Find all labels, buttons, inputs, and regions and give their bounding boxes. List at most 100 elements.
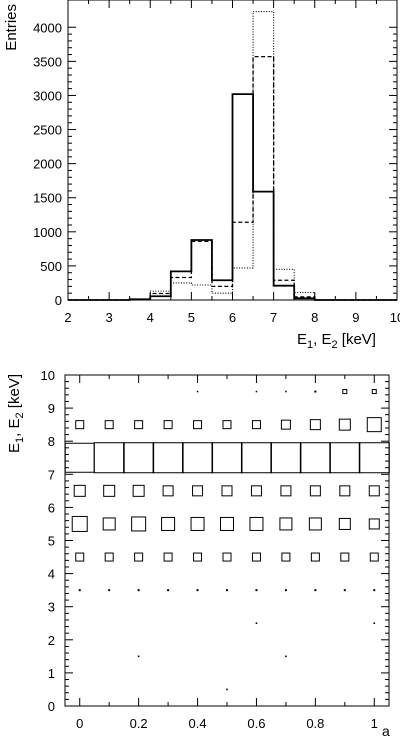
bin-box (64, 442, 95, 473)
bin-box (308, 517, 322, 531)
x-tick-label: 8 (311, 310, 318, 325)
bin-box (309, 419, 321, 431)
y-tick-label: 6 (48, 500, 55, 515)
bin-box (280, 419, 291, 430)
bin-dot (285, 655, 287, 658)
bin-box (299, 442, 331, 474)
bin-box (368, 518, 380, 530)
y-tick-label: 10 (41, 368, 55, 383)
x-tick-label: 7 (270, 310, 277, 325)
bin-box (251, 420, 261, 430)
y-tick-label: 2 (48, 633, 55, 648)
bin-box (251, 552, 261, 562)
bin-dot (343, 589, 346, 592)
bin-dot (284, 589, 287, 592)
bin-dot (108, 589, 111, 592)
bin-box (182, 442, 214, 474)
bin-box (220, 516, 234, 531)
y-tick-label: 3 (48, 600, 55, 615)
bin-box (338, 517, 351, 530)
y-tick-label: 7 (48, 467, 55, 482)
bin-box (211, 442, 243, 474)
bin-dot (314, 390, 317, 393)
bin-dot (226, 688, 228, 691)
bin-dot (137, 655, 140, 658)
bin-dot (255, 390, 258, 393)
histogram-panel: 0 500 1000 1500 2000 2500 3000 3500 4000 2 3 4 5 6 7 8… (3, 0, 400, 351)
bin-box (102, 517, 116, 531)
x-tick-label: 3 (106, 310, 113, 325)
histogram-x-axis: 2 3 4 5 6 7 8 9 10 (64, 0, 400, 325)
bin-dot (255, 589, 258, 592)
x-tick-label: 0 (76, 716, 83, 731)
bin-box (221, 485, 233, 497)
bin-box (280, 485, 292, 497)
bin-box (338, 418, 351, 431)
bin-dot (285, 390, 287, 393)
y-tick-label: 0 (55, 293, 62, 308)
bin-box (192, 485, 204, 497)
bin-dot (226, 589, 228, 592)
y-tick-label: 4000 (33, 20, 62, 35)
bin-box (368, 485, 380, 497)
histogram-x-axis-title: E1, E2 [keV] (297, 331, 376, 351)
bin-box (222, 552, 232, 562)
bin-box (193, 552, 203, 562)
bin-dot (373, 589, 376, 592)
bin-dot (373, 622, 376, 625)
bin-box (270, 442, 302, 474)
bin-box (250, 485, 262, 497)
bin-dot (167, 589, 170, 592)
bin-box (104, 420, 114, 430)
bin-dot (78, 589, 81, 592)
x-tick-label: 6 (229, 310, 236, 325)
x-tick-label: 0.2 (130, 716, 148, 731)
x-tick-label: 0.6 (247, 716, 265, 731)
y-tick-label: 0 (48, 699, 55, 714)
bin-box (222, 420, 232, 430)
box-plot-cells (64, 389, 390, 691)
bin-box (131, 516, 147, 532)
bin-box (369, 552, 379, 562)
bin-box (193, 420, 203, 430)
histogram-y-axis-title: Entries (3, 4, 20, 51)
bin-box (310, 552, 320, 562)
bin-box (93, 442, 125, 474)
x-tick-label: 10 (390, 310, 400, 325)
x-tick-label: 5 (188, 310, 195, 325)
bin-box (279, 517, 293, 531)
x-tick-label: 0.4 (189, 716, 207, 731)
y-tick-label: 1 (48, 666, 55, 681)
x-tick-label: 1 (371, 716, 378, 731)
bin-box (161, 516, 176, 531)
y-tick-label: 500 (40, 259, 62, 274)
bin-box (249, 516, 264, 531)
y-tick-label: 1000 (33, 225, 62, 240)
x-tick-label: 2 (64, 310, 71, 325)
bin-box (358, 442, 390, 474)
box-plot-x-axis: 0 0.2 0.4 0.6 0.8 1 (76, 375, 378, 731)
bin-box (340, 552, 350, 562)
bin-box (371, 389, 377, 395)
bin-box (134, 420, 144, 430)
bin-dot (137, 589, 140, 592)
bin-box (240, 442, 272, 474)
bin-box (329, 442, 361, 474)
bin-box (339, 485, 351, 497)
bin-dot (196, 390, 199, 393)
bin-box (163, 552, 173, 562)
bin-box (162, 485, 174, 497)
y-tick-label: 5 (48, 534, 55, 549)
x-tick-label: 0.8 (306, 716, 324, 731)
y-tick-label: 4 (48, 567, 55, 582)
bin-box (152, 442, 184, 474)
y-tick-label: 9 (48, 401, 55, 416)
y-tick-label: 2000 (33, 157, 62, 172)
box-plot-panel: 0 1 2 3 4 5 6 7 8 9 10 0 0.2 0.4 0.6 0.8 1 E1, E2 [keV]… (6, 368, 390, 739)
bin-box (75, 420, 85, 430)
bin-box (281, 552, 291, 562)
histogram-series (68, 11, 397, 301)
bin-dot (255, 622, 258, 625)
bin-box (342, 389, 348, 395)
